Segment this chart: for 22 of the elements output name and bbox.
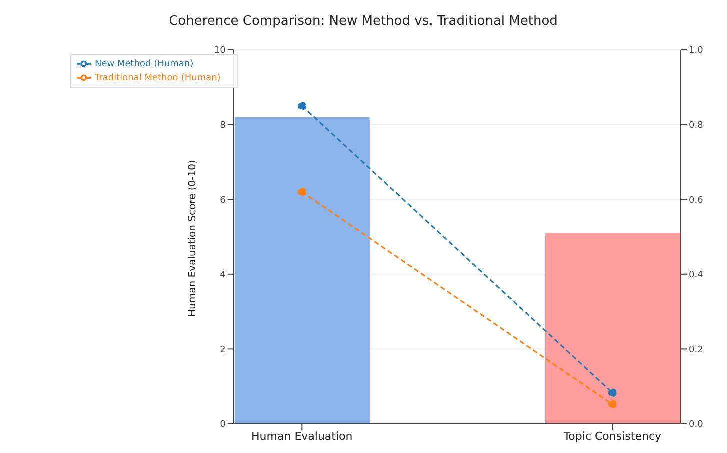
- y2-tick-label: 0.6: [689, 196, 704, 206]
- y2-tick-label: 0.8: [689, 120, 704, 131]
- y-tick-label: 8: [220, 120, 226, 131]
- y-tick-label: 10: [214, 46, 226, 56]
- point: [298, 188, 306, 196]
- x-tick-label: Topic Consistency: [562, 430, 662, 443]
- point: [608, 388, 617, 398]
- x-tick-label: Human Evaluation: [252, 430, 353, 443]
- chart-title: Coherence Comparison: New Method vs. Traditional Method: [168, 13, 559, 31]
- point: [608, 400, 617, 409]
- legend-label: New Method (Human): [95, 59, 194, 70]
- point: [298, 102, 306, 110]
- y-tick-label: 6: [220, 196, 226, 206]
- y-tick-label: 4: [220, 270, 226, 281]
- legend-label: Traditional Method (Human): [95, 73, 221, 84]
- y-tick-label: 2: [220, 345, 226, 356]
- y2-tick-label: 1.0: [689, 46, 704, 56]
- y2-tick-label: 0.4: [689, 270, 704, 281]
- y-axis-title: Human Evaluation Score (0-10): [187, 160, 198, 317]
- y-tick-label: 0: [220, 420, 226, 430]
- y2-tick-label: 0.0: [689, 420, 704, 430]
- y2-tick-label: 0.2: [689, 345, 704, 356]
